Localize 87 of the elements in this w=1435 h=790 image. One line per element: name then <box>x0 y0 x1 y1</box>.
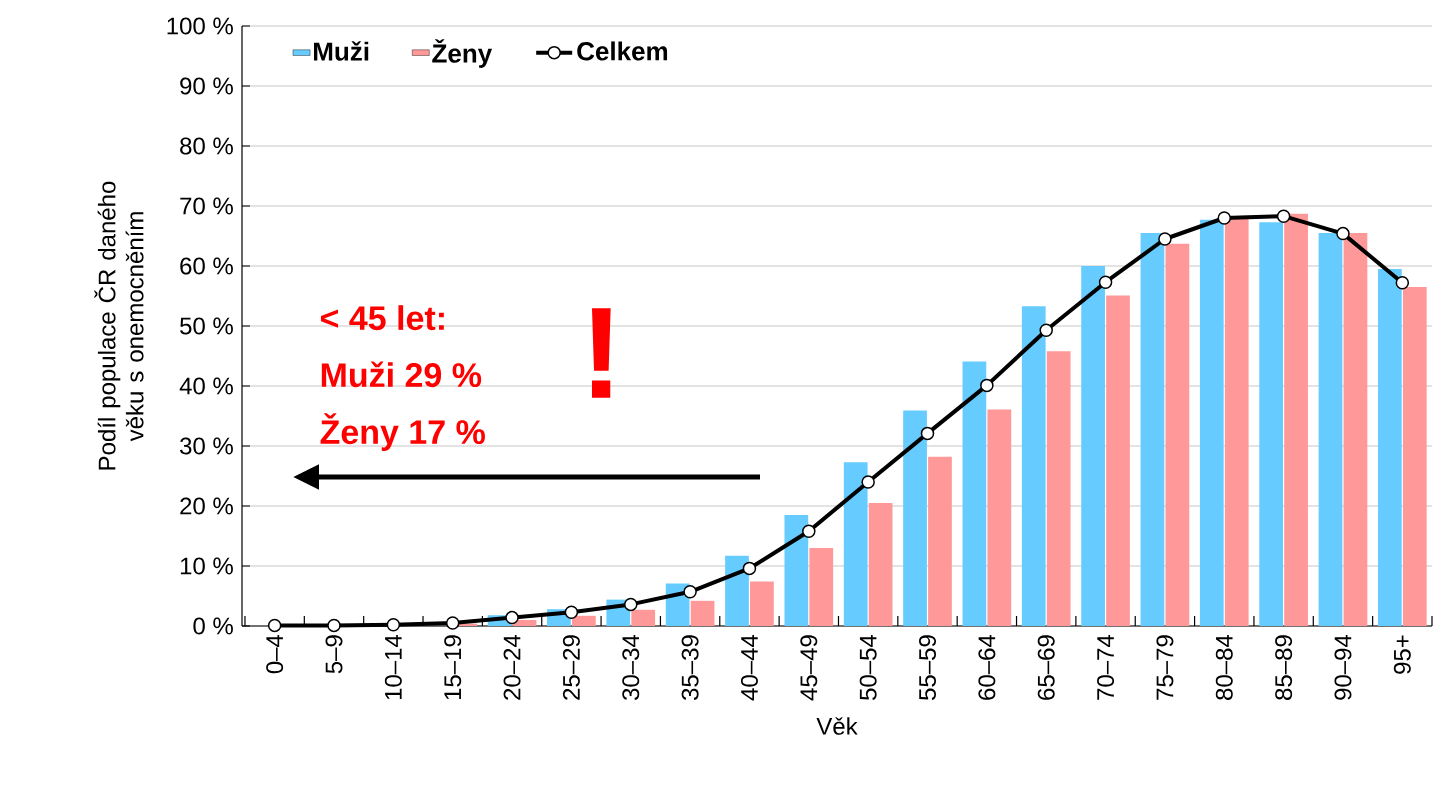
point <box>1217 211 1232 225</box>
point <box>980 378 994 393</box>
y-tick-label: 70 % <box>180 197 233 215</box>
x-tick-label: 65–69 <box>1037 635 1055 700</box>
point <box>445 616 460 630</box>
annotation: < 45 let: <box>320 305 444 331</box>
bar <box>784 515 809 626</box>
x-tick-label: 50–54 <box>859 634 877 700</box>
point <box>505 610 519 625</box>
legend-label: Muži <box>314 41 369 61</box>
x-tick-label: 85–89 <box>1275 635 1293 700</box>
point <box>386 618 401 632</box>
x-tick-label: 90–94 <box>1334 634 1352 700</box>
point <box>861 475 875 489</box>
bar <box>1318 233 1343 626</box>
point <box>920 426 935 441</box>
x-tick-label: 5–9 <box>325 635 343 674</box>
y-tick-label: 40 % <box>179 377 233 395</box>
bar <box>1284 213 1308 626</box>
x-tick-label: 35–39 <box>681 635 699 701</box>
x-tick-label: 30–34 <box>622 634 640 701</box>
x-tick-label: 20–24 <box>503 634 521 700</box>
bar <box>928 456 952 626</box>
x-tick-label: 10–14 <box>384 634 402 700</box>
bar <box>868 503 893 626</box>
point <box>1276 209 1291 223</box>
annotation: Muži 29 % <box>321 361 482 388</box>
y-axis-title: Podíl populace ČR daného věku s onemocněním <box>94 181 144 470</box>
bar <box>843 462 868 626</box>
point <box>1098 275 1113 289</box>
y-tick-label: 50 % <box>180 317 233 335</box>
bar <box>1140 233 1165 626</box>
y-tick-label: 30 % <box>180 437 233 455</box>
y-tick-label: 100 % <box>167 17 233 35</box>
point <box>1158 232 1172 246</box>
bar <box>962 361 987 626</box>
x-tick-label: 0–4 <box>266 634 284 674</box>
x-tick-label: 15–19 <box>444 635 462 700</box>
x-tick-label: 95+ <box>1393 635 1411 674</box>
bar <box>1402 286 1427 626</box>
bar <box>1106 295 1130 626</box>
bar <box>1259 222 1284 626</box>
point <box>683 585 697 599</box>
bar <box>750 581 774 626</box>
bar <box>1021 306 1046 626</box>
point <box>1039 323 1053 337</box>
bar <box>987 409 1012 626</box>
point <box>624 597 638 612</box>
bar <box>1081 265 1105 626</box>
x-tick-label: 40–44 <box>740 634 758 701</box>
point <box>564 605 579 619</box>
x-tick-label: 45–49 <box>800 635 818 701</box>
bar <box>572 615 596 626</box>
bar <box>1343 233 1368 626</box>
bar <box>631 609 656 626</box>
x-tick-label: 75–79 <box>1156 635 1174 700</box>
x-tick-label: 25–29 <box>562 635 580 700</box>
y-tick-label: 80 % <box>180 137 233 155</box>
annotation: Ženy 17 % <box>320 413 485 451</box>
x-tick-label: 55–59 <box>919 635 937 700</box>
annotation: ! <box>591 308 611 398</box>
y-tick-label: 60 % <box>180 257 233 275</box>
point <box>742 561 757 576</box>
point <box>1336 226 1350 241</box>
bar <box>725 555 749 626</box>
y-tick-label: 20 % <box>180 497 233 515</box>
point <box>267 618 282 633</box>
y-tick-label: 90 % <box>180 77 233 95</box>
x-tick-label: 60–64 <box>978 634 996 700</box>
bar <box>1224 217 1249 626</box>
x-axis-title: Věk <box>816 717 858 735</box>
bar <box>1377 268 1402 626</box>
y-tick-label: 0 % <box>193 617 233 635</box>
bar <box>809 548 834 626</box>
bar <box>903 410 927 626</box>
point <box>327 618 341 633</box>
bar <box>690 600 715 626</box>
legend-label: Celkem <box>577 41 668 61</box>
y-tick-label: 10 % <box>180 557 233 575</box>
point <box>802 524 816 538</box>
bar <box>1199 219 1224 626</box>
bar <box>1046 351 1071 626</box>
x-tick-label: 70–74 <box>1097 634 1115 700</box>
point <box>1395 276 1410 290</box>
x-tick-label: 80–84 <box>1215 634 1233 700</box>
legend-label: Ženy <box>432 39 493 68</box>
bar <box>1165 243 1190 626</box>
